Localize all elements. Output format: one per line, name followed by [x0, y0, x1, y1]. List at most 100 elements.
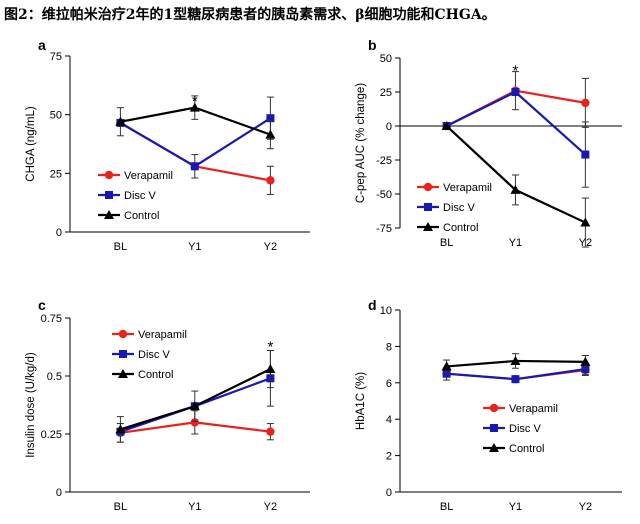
y-tick-label: 50 — [380, 53, 392, 65]
series-line — [120, 106, 271, 136]
legend-marker — [489, 403, 499, 413]
x-tick-label: Y1 — [509, 501, 522, 513]
legend-label: Verapamil — [138, 329, 187, 341]
panel-letter: c — [38, 297, 46, 313]
data-point — [580, 217, 591, 227]
figure-title: 图2：维拉帕米治疗2年的1型糖尿病患者的胰岛素需求、β细胞功能和CHGA。 — [4, 7, 496, 23]
y-tick-label: 0 — [386, 487, 392, 499]
y-tick-label: -50 — [376, 189, 392, 201]
x-tick-label: Y1 — [188, 501, 201, 513]
significance-star: * — [267, 339, 273, 356]
legend-marker — [119, 350, 127, 358]
series-control — [441, 121, 591, 248]
legend-label: Control — [138, 369, 173, 381]
legend-marker — [424, 203, 432, 211]
data-point — [441, 361, 452, 371]
data-point — [510, 355, 521, 365]
series-control — [115, 95, 276, 150]
y-tick-label: -25 — [376, 155, 392, 167]
y-tick-label: 2 — [386, 451, 392, 463]
data-point — [265, 364, 276, 374]
y-axis-label: HbA1C (%) — [355, 372, 367, 430]
series-disc-v — [442, 88, 590, 188]
legend: Verapamil Disc V Control — [483, 403, 558, 455]
x-tick-label: Y2 — [264, 501, 277, 513]
x-tick-label: Y1 — [188, 241, 201, 253]
y-tick-label: 0 — [56, 227, 62, 239]
y-tick-label: 4 — [386, 414, 392, 426]
series-line — [119, 117, 271, 168]
data-point — [580, 356, 591, 366]
y-tick-label: 75 — [50, 51, 62, 63]
series-control — [441, 353, 591, 374]
significance-star: * — [513, 63, 519, 80]
legend-marker — [118, 369, 128, 378]
data-point — [442, 369, 451, 378]
legend-label: Verapamil — [443, 182, 492, 194]
y-axis-label: Insulin dose (U/kg/d) — [25, 352, 37, 458]
data-point — [510, 184, 521, 194]
y-tick-label: 0.25 — [41, 429, 62, 441]
data-point — [266, 114, 275, 123]
data-point — [511, 88, 520, 96]
y-tick-label: 0.75 — [41, 313, 62, 325]
legend-marker — [490, 424, 498, 432]
y-tick-label: 25 — [380, 87, 392, 99]
legend-marker — [423, 222, 433, 231]
y-tick-label: 25 — [50, 168, 62, 180]
y-tick-label: 0 — [386, 121, 392, 133]
series-verapamil — [442, 71, 590, 131]
legend: Verapamil Disc V Control — [98, 170, 173, 222]
x-tick-label: Y2 — [579, 501, 592, 513]
data-point — [511, 375, 520, 384]
data-point — [190, 162, 199, 171]
data-point — [581, 150, 590, 159]
chart-panel-c: c 0 0.25 0.5 0.75 BL Y1 Y2 Insulin dose (U/kg/d)… — [25, 297, 310, 513]
panel-letter: d — [368, 297, 377, 313]
y-tick-label: 6 — [386, 378, 392, 390]
series-verapamil — [116, 410, 275, 443]
legend-marker — [118, 329, 128, 339]
series-disc-v — [442, 363, 590, 384]
data-point — [266, 176, 275, 185]
data-point — [189, 401, 200, 411]
y-tick-label: 50 — [50, 110, 62, 122]
data-point — [581, 365, 590, 374]
x-tick-label: Y2 — [264, 241, 277, 253]
data-point — [265, 129, 276, 139]
legend-label: Disc V — [138, 349, 170, 361]
y-tick-label: 0.5 — [47, 371, 62, 383]
x-tick-label: BL — [114, 501, 127, 513]
legend-marker — [105, 191, 113, 199]
data-point — [441, 121, 452, 130]
y-tick-label: 10 — [380, 305, 392, 317]
data-point — [266, 427, 275, 436]
legend: Verapamil Disc V Control — [112, 329, 187, 381]
legend-label: Verapamil — [124, 170, 173, 182]
x-tick-label: BL — [440, 237, 453, 249]
y-axis-label: C-pep AUC (% change) — [355, 83, 367, 203]
y-tick-label: 0 — [56, 487, 62, 499]
x-tick-label: BL — [114, 241, 127, 253]
legend-label: Disc V — [124, 190, 156, 202]
legend-marker — [423, 182, 433, 192]
data-point — [581, 98, 590, 108]
x-tick-label: BL — [440, 501, 453, 513]
y-tick-label: -75 — [376, 223, 392, 235]
legend-marker — [489, 443, 499, 452]
series-control — [115, 349, 276, 443]
legend-label: Control — [124, 210, 159, 222]
legend-label: Verapamil — [509, 403, 558, 415]
data-point — [115, 116, 126, 126]
legend-marker — [104, 210, 114, 219]
legend-label: Control — [509, 443, 544, 455]
legend: Verapamil Disc V Control — [417, 182, 492, 234]
significance-star: * — [192, 93, 198, 110]
panel-letter: b — [368, 37, 377, 53]
y-axis-label: CHGA (ng/mL) — [25, 106, 37, 182]
legend-label: Disc V — [509, 423, 541, 435]
y-tick-label: 8 — [386, 341, 392, 353]
data-point — [115, 424, 126, 434]
